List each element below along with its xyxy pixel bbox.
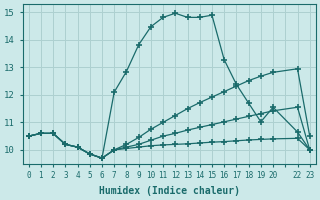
X-axis label: Humidex (Indice chaleur): Humidex (Indice chaleur)	[99, 186, 240, 196]
